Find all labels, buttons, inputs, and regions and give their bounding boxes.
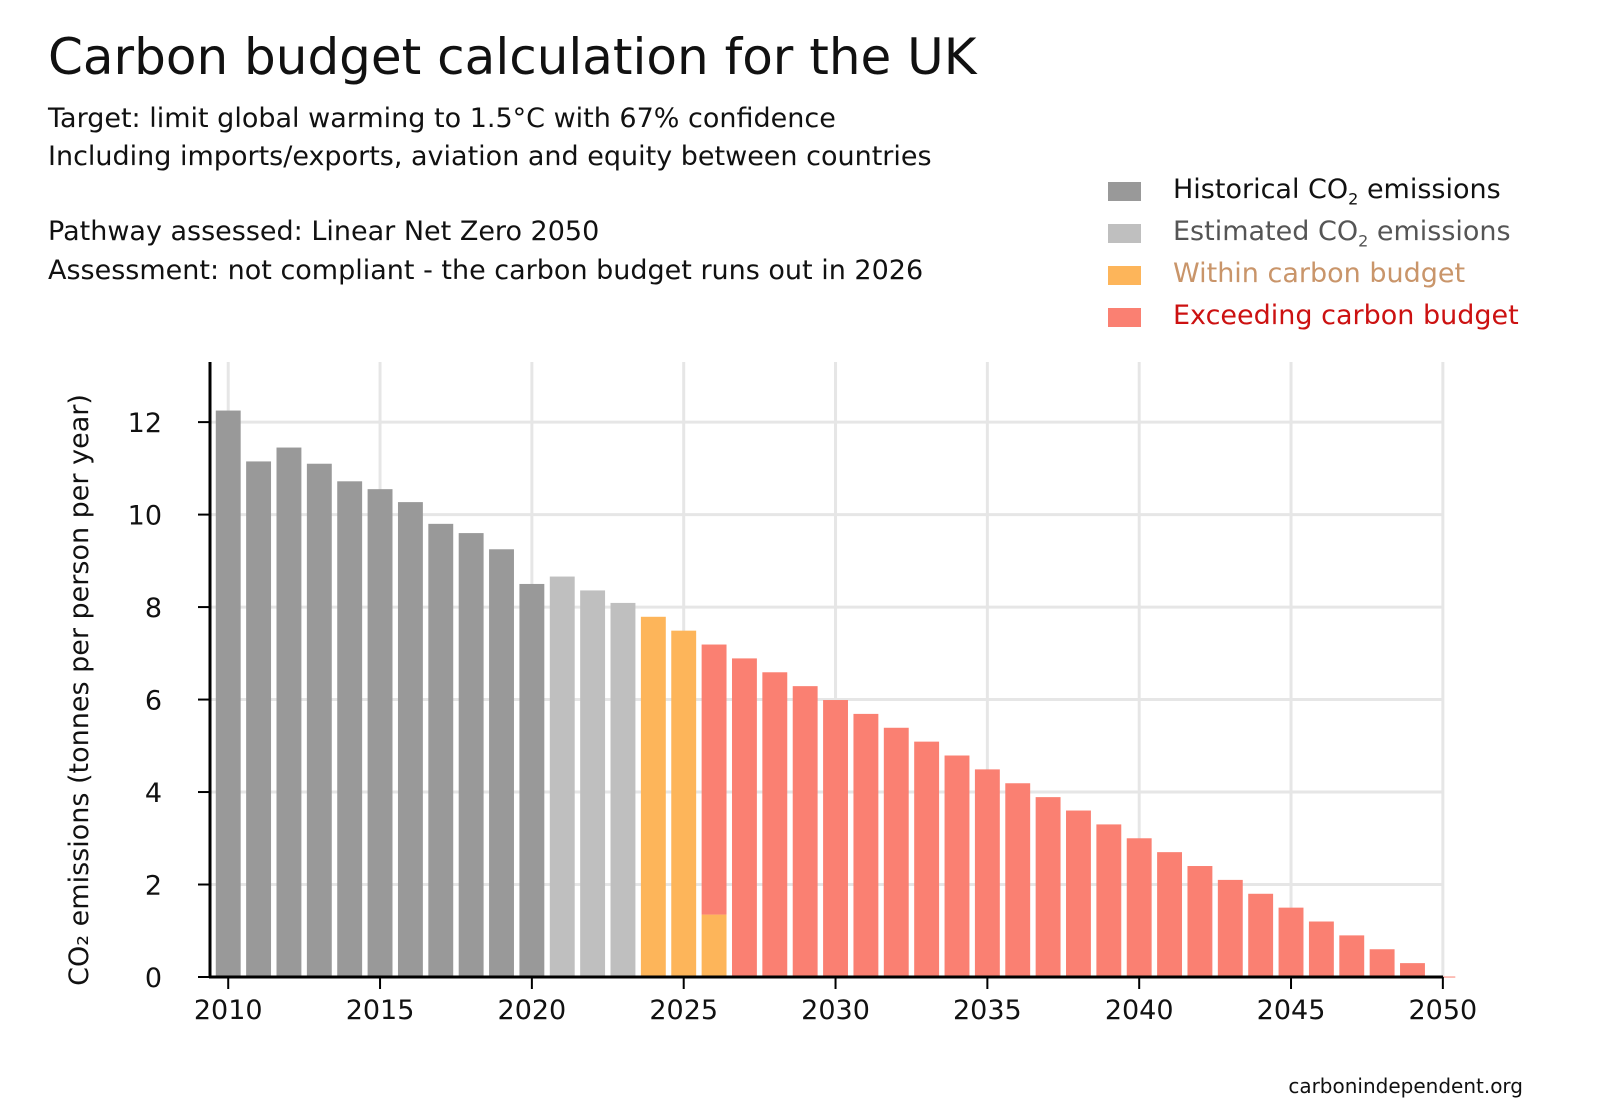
bar-within-2024 [640, 616, 666, 977]
legend-swatch-historical [1108, 181, 1141, 201]
bar-historical-2020 [519, 583, 545, 977]
bar-exceeding-2030 [823, 700, 848, 977]
bar-exceeding-2040 [1126, 838, 1152, 977]
bar-exceeding-2039 [1096, 824, 1122, 977]
chart-title: Carbon budget calculation for the UK [48, 28, 977, 86]
bar-exceeding-2031 [853, 713, 879, 977]
bar-exceeding-2041 [1157, 852, 1183, 977]
y-tick-label-6: 6 [145, 686, 162, 717]
legend-item-estimated: Estimated CO2 emissions [1108, 212, 1519, 254]
bar-exceeding-2035 [974, 769, 1000, 977]
bar-historical-2013 [306, 463, 332, 977]
bars [215, 410, 1456, 978]
legend-label-exceeding: Exceeding carbon budget [1173, 299, 1519, 331]
bar-exceeding-2044 [1248, 893, 1274, 977]
x-tick-label-2010: 2010 [194, 995, 263, 1026]
bar-exceeding-2046 [1308, 921, 1334, 977]
axes [198, 362, 1444, 989]
tick-labels: 0 2 4 6 8 10 12 2010 2015 2020 2025 2030 2035 2040 204… [128, 408, 1478, 1026]
bar-historical-2018 [458, 533, 484, 977]
bar-historical-2010 [215, 410, 241, 978]
bar-estimated-2021 [549, 576, 575, 977]
bar-exceeding-2049 [1400, 963, 1425, 977]
x-tick-label-2045: 2045 [1257, 995, 1326, 1026]
bar-historical-2019 [489, 549, 514, 977]
legend-item-exceeding: Exceeding carbon budget [1108, 296, 1519, 338]
bar-estimated-2022 [580, 590, 606, 977]
x-tick-label-2025: 2025 [649, 995, 718, 1026]
bar-exceeding-2032 [883, 727, 909, 977]
bar-exceeding-2045 [1278, 907, 1304, 977]
bar-historical-2017 [428, 523, 454, 977]
legend-item-historical: Historical CO2 emissions [1108, 170, 1519, 212]
bar-exceeding-2047 [1339, 935, 1365, 977]
legend-item-within: Within carbon budget [1108, 254, 1519, 296]
y-tick-label-2: 2 [145, 871, 162, 902]
bar-exceeding-2042 [1187, 866, 1213, 977]
legend-label-within: Within carbon budget [1173, 257, 1466, 289]
y-axis-label: CO₂ emissions (tonnes per person per yea… [64, 394, 95, 986]
x-tick-label-2015: 2015 [346, 995, 415, 1026]
legend-swatch-within [1108, 265, 1141, 285]
subtitle-target: Target: limit global warming to 1.5°C wi… [48, 103, 836, 134]
y-tick-label-4: 4 [145, 778, 162, 809]
bar-exceeding-2038 [1066, 810, 1091, 977]
y-tick-label-12: 12 [128, 408, 162, 439]
legend-swatch-estimated [1108, 223, 1141, 243]
y-tick-label-0: 0 [145, 963, 162, 994]
bar-exceeding-2036 [1005, 783, 1031, 977]
legend-label-estimated: Estimated CO2 emissions [1173, 215, 1511, 251]
subtitle-assessment: Assessment: not compliant - the carbon b… [48, 255, 924, 286]
x-tick-label-2020: 2020 [498, 995, 567, 1026]
x-tick-label-2040: 2040 [1105, 995, 1174, 1026]
bar-exceeding-2033 [914, 741, 940, 977]
bar-exceeding-2027 [731, 658, 757, 977]
bar-historical-2011 [246, 461, 272, 977]
subtitle-pathway: Pathway assessed: Linear Net Zero 2050 [48, 216, 600, 247]
subtitle-scope: Including imports/exports, aviation and … [48, 141, 932, 172]
x-tick-label-2030: 2030 [801, 995, 870, 1026]
bar-historical-2014 [337, 481, 363, 977]
bar-within-2026 [701, 914, 727, 977]
bar-exceeding-2026 [701, 644, 727, 915]
bar-historical-2012 [276, 447, 302, 977]
bar-exceeding-2028 [762, 672, 788, 977]
legend-label-historical: Historical CO2 emissions [1173, 173, 1501, 209]
bar-estimated-2023 [610, 602, 636, 977]
bar-exceeding-2037 [1035, 797, 1061, 977]
bar-historical-2016 [397, 502, 423, 977]
x-tick-label-2035: 2035 [953, 995, 1022, 1026]
bar-exceeding-2029 [792, 686, 818, 977]
bar-historical-2015 [367, 489, 393, 977]
legend-swatch-exceeding [1108, 307, 1141, 327]
y-tick-label-10: 10 [128, 501, 162, 532]
y-tick-label-8: 8 [145, 593, 162, 624]
bar-exceeding-2034 [944, 755, 970, 977]
x-tick-label-2050: 2050 [1408, 995, 1477, 1026]
legend: Historical CO2 emissions Estimated CO2 e… [1108, 170, 1519, 338]
bar-exceeding-2048 [1369, 949, 1395, 977]
source-credit: carbonindependent.org [1288, 1074, 1523, 1098]
bar-exceeding-2043 [1217, 879, 1243, 977]
bar-within-2025 [671, 630, 697, 977]
